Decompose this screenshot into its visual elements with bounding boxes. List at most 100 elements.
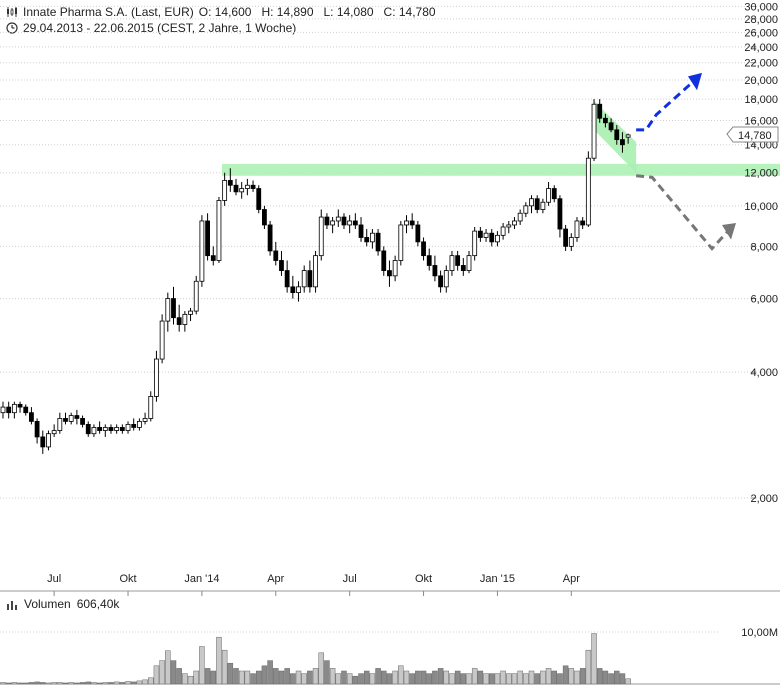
volume-bar [324,660,330,685]
candle-body [381,250,387,271]
volume-bar [108,682,114,685]
volume-bar [579,668,586,685]
y-axis: 2,000 4,000 6,000 8,000 10,000 12,000 14,000 16… [741,1,778,639]
candle-body [330,220,336,226]
volume-bar [506,673,512,685]
last-price-text: 14,780 [738,130,772,142]
candle-body [387,270,392,277]
candle-body [165,298,171,322]
volume-label: Volumen [24,597,71,611]
volume-bar [534,673,540,685]
candle-body [614,129,620,141]
y-tick-label: 8,000 [750,241,778,253]
candle-body [114,427,120,431]
candle-body [233,184,239,193]
candle-body [455,255,461,266]
x-axis: Jul Okt Jan '14 Apr Jul Okt Jan '15 Apr [47,573,580,596]
candle-body [239,188,245,193]
volume-bar [34,681,40,685]
candle-body [602,117,608,124]
candle-body [142,418,148,422]
volume-bar [193,670,199,685]
volume-bar [619,673,626,685]
candle-body [392,260,398,277]
candle-body [68,415,74,422]
volume-bar [625,678,631,685]
candle-body [449,255,455,271]
volume-bar [130,681,137,685]
volume-bar [608,673,614,685]
candle-body [517,212,523,222]
volume-bar [500,670,506,685]
volume-bar [557,673,563,685]
candle-body [210,255,216,261]
volume-bar [96,682,103,685]
y-tick-label: 4,000 [750,367,778,379]
volume-bar [284,668,290,685]
title-row: Innate Pharma S.A. (Last, EUR) O: 14,600… [6,4,436,20]
volume-bar [45,682,52,685]
volume-bar [466,673,472,685]
volume-bar [523,673,529,685]
volume-bar [352,675,359,685]
x-tick-label: Jan '14 [184,573,219,585]
volume-bar [295,670,302,685]
volume-bar [176,668,182,685]
candle-body [256,188,262,210]
candle-body [620,139,625,146]
volume-bar [454,670,461,685]
candle-body [46,433,51,448]
volume-bar [335,673,342,685]
candle-body [85,423,91,435]
candle-body [205,220,210,257]
volume-bar [199,646,205,685]
x-tick-label: Okt [119,573,136,585]
support-zone [222,163,780,176]
volume-bar [28,682,35,685]
volume-bar [483,673,489,685]
volume-bar [375,668,381,685]
volume-bar [79,682,86,685]
volume-bar [318,652,324,685]
candle-body [335,216,341,222]
candle-body [608,122,614,131]
candle-body [477,230,483,238]
volume-bar [57,682,63,685]
candle-body [159,320,165,360]
x-tick-label: Jul [47,573,61,585]
volume-bar [91,682,97,685]
candle-body [512,220,517,226]
volume-bar [517,670,523,685]
volume-bar [591,633,597,685]
candle-body [63,418,68,422]
date-range: 29.04.2013 - 22.06.2015 (CEST, 2 Jahre, … [23,21,297,35]
candle-body [102,427,108,431]
candle-body [273,250,279,261]
volume-bar [426,673,432,685]
volume-icon [7,600,17,610]
y-tick-label: 16,000 [744,116,778,128]
candle-body [0,406,6,414]
volume-bar [386,673,393,685]
candle-body [284,270,290,288]
y-tick-label: 6,000 [750,294,778,306]
candle-body [80,418,85,425]
candle-body [483,232,489,238]
candle-body [171,298,176,319]
candle-body [352,220,358,226]
chart-type-icon [7,7,17,17]
candle-body [489,232,495,243]
candle-body [398,224,404,261]
volume-bar [551,670,558,685]
volume-bar [62,682,69,685]
y-tick-label: 10,000 [744,201,778,213]
candle-body [279,260,284,271]
candle-body [91,427,97,435]
volume-bar [102,682,109,685]
candle-body [119,427,125,431]
bullish-arrow-head [688,72,702,91]
y-tick-label: 26,000 [744,27,778,39]
volume-bar [165,650,171,685]
grid [0,5,780,685]
